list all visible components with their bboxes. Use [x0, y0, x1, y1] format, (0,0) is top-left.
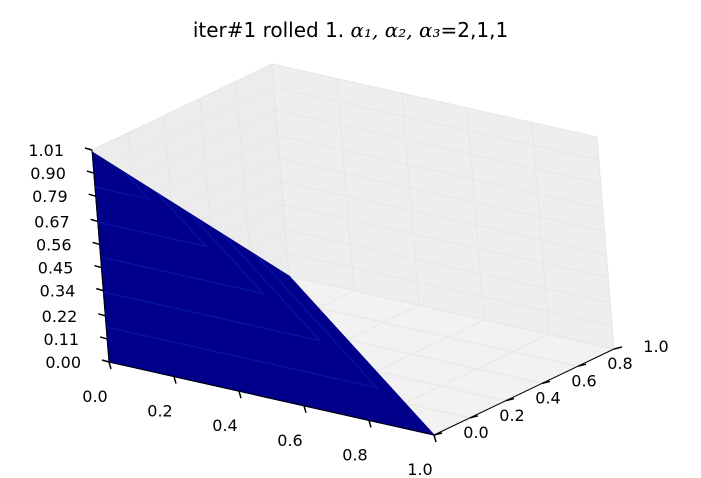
surface-mesh-line [106, 254, 380, 390]
y-tick [469, 415, 479, 419]
grid-line [466, 107, 485, 320]
z-tick [99, 336, 108, 340]
y-tick [505, 397, 515, 402]
grid-line [273, 86, 600, 161]
x-tick [108, 361, 112, 370]
grid-line [401, 93, 420, 306]
x-tick-label: 0.4 [212, 416, 237, 435]
x-tick [238, 390, 242, 399]
z-tick-label: 0.67 [34, 212, 70, 231]
z-tick-label: 1.01 [28, 141, 64, 160]
z-tick [86, 170, 95, 174]
y-tick [577, 363, 587, 367]
y-tick-label: 0.8 [607, 354, 632, 373]
grid-line [91, 63, 273, 151]
z-tick [98, 313, 106, 317]
z-tick-label: 0.56 [36, 236, 72, 255]
grid-line [288, 275, 615, 350]
chart-title-suffix: =2,1,1 [440, 18, 509, 42]
grid-line [283, 204, 609, 279]
grid-line [275, 109, 601, 184]
grid-line [93, 86, 275, 174]
surface-mesh-line [103, 234, 323, 342]
surface-mesh-line [100, 213, 266, 295]
z-tick [84, 147, 93, 151]
y-tick-label: 0.2 [499, 406, 524, 425]
x-tick-label: 1.0 [407, 460, 432, 478]
grid-line [286, 252, 613, 327]
chart-title-text: iter#1 rolled 1. [192, 18, 351, 42]
grid-line [596, 136, 615, 350]
x-tick-label: 0.6 [277, 431, 302, 450]
z-tick [90, 218, 98, 223]
chart-title-math: α₁, α₂, α₃ [350, 18, 441, 42]
x-tick-label: 0.8 [342, 445, 367, 464]
z-tick [101, 359, 110, 363]
pane-back [272, 64, 614, 349]
z-tick-label: 0.34 [40, 282, 76, 301]
surface-mesh-line [97, 192, 209, 248]
y-tick-label: 0.4 [535, 389, 560, 408]
z-tick-label: 0.22 [42, 307, 78, 326]
z-tick [88, 193, 96, 197]
y-axis-line [433, 348, 615, 436]
y-tick-label: 0.6 [571, 371, 596, 390]
grid-line [531, 122, 550, 335]
x-tick [368, 420, 372, 428]
grid-line [285, 229, 611, 304]
grid-line [279, 158, 605, 232]
grid-line [271, 63, 598, 138]
grid-line [277, 134, 603, 209]
x-tick [303, 405, 307, 414]
z-tick-label: 0.00 [45, 353, 81, 372]
y-tick [613, 346, 623, 350]
grid-line [271, 63, 290, 277]
x-tick [433, 434, 437, 443]
z-tick-label: 0.90 [30, 164, 66, 183]
z-tick-label: 0.11 [43, 330, 79, 349]
x-tick-label: 0.2 [147, 402, 172, 421]
y-tick-label: 1.0 [643, 337, 668, 356]
surface-mesh-line [94, 172, 152, 201]
z-axis-line [91, 149, 110, 363]
z-tick [92, 241, 100, 246]
z-tick [96, 287, 104, 292]
y-tick [433, 432, 443, 436]
x-tick [173, 376, 177, 384]
grid-line [336, 78, 355, 291]
x-tick-label: 0.0 [82, 387, 107, 406]
y-tick [541, 380, 551, 385]
chart-title: iter#1 rolled 1. α₁, α₂, α₃=2,1,1 [0, 18, 701, 42]
x-axis-line [108, 361, 435, 436]
z-tick [94, 264, 102, 269]
z-tick-label: 0.45 [38, 259, 74, 278]
grid-line [281, 181, 607, 255]
z-tick-label: 0.79 [32, 187, 68, 206]
y-tick-label: 0.0 [463, 423, 488, 442]
